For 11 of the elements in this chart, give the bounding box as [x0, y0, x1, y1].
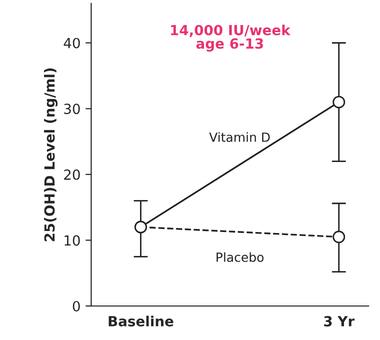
x-tick-label: Baseline — [108, 316, 174, 326]
series-label: Vitamin D — [209, 132, 270, 142]
y-tick-label: 20 — [64, 169, 80, 180]
annotation: 14,000 IU/week age 6-13 — [171, 24, 291, 52]
y-tick-label: 40 — [64, 38, 80, 48]
x-tick-label: 3 Yr — [324, 316, 355, 326]
y-tick-label: 0 — [72, 300, 80, 312]
y-tick-label: 30 — [64, 104, 80, 114]
y-axis-title: 25(OH)D Level (ng/ml) — [44, 68, 58, 242]
y-tick-label: 10 — [64, 235, 80, 246]
series-label: Placebo — [216, 252, 264, 262]
